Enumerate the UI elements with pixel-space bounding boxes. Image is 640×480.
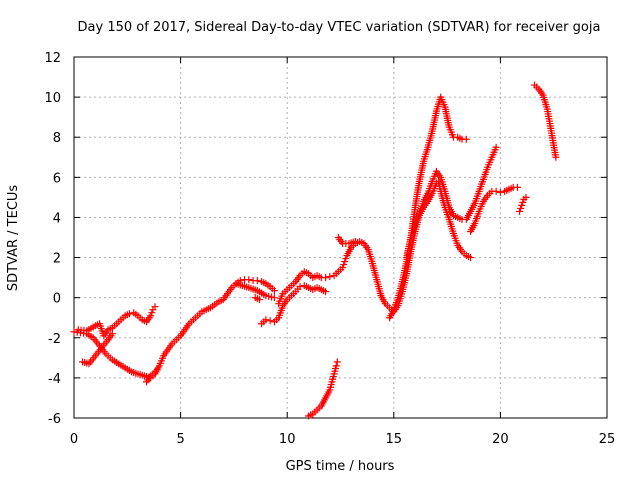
data-point bbox=[340, 261, 348, 269]
data-point bbox=[148, 309, 156, 317]
data-point bbox=[322, 274, 330, 282]
data-point bbox=[332, 362, 340, 370]
data-point bbox=[270, 294, 278, 302]
x-tick-label: 20 bbox=[492, 432, 509, 447]
data-point bbox=[341, 258, 349, 266]
data-point bbox=[153, 366, 161, 374]
x-tick-label: 0 bbox=[70, 432, 78, 447]
series-track-10 bbox=[334, 234, 359, 248]
data-point bbox=[245, 276, 253, 284]
series-track-5 bbox=[232, 280, 278, 302]
data-point bbox=[552, 153, 560, 161]
grid-lines bbox=[74, 57, 607, 418]
y-tick-label: 2 bbox=[53, 252, 61, 267]
data-point bbox=[125, 310, 133, 318]
data-point bbox=[339, 264, 347, 272]
data-point bbox=[513, 183, 521, 191]
data-point bbox=[522, 193, 530, 201]
axis-ticks bbox=[73, 56, 608, 419]
data-point bbox=[296, 283, 304, 291]
data-point bbox=[467, 254, 475, 262]
data-point bbox=[253, 277, 261, 285]
data-point bbox=[519, 198, 527, 206]
x-tick-labels: 0 5 10 15 20 25 bbox=[70, 432, 615, 447]
y-tick-label: 6 bbox=[53, 171, 61, 186]
x-axis-label: GPS time / hours bbox=[286, 459, 395, 474]
data-point bbox=[108, 330, 116, 338]
series-track-11 bbox=[386, 93, 470, 322]
x-tick-label: 10 bbox=[279, 432, 296, 447]
data-point bbox=[322, 288, 330, 296]
y-tick-label: 12 bbox=[44, 51, 61, 66]
data-point bbox=[517, 204, 525, 212]
data-point bbox=[351, 238, 359, 246]
data-point bbox=[516, 207, 524, 215]
data-point bbox=[255, 296, 263, 304]
data-point bbox=[151, 303, 159, 311]
y-axis-label: SDTVAR / TECUs bbox=[6, 185, 21, 292]
data-point bbox=[518, 201, 526, 209]
series-track-7 bbox=[258, 282, 330, 328]
series-track-6 bbox=[251, 294, 263, 304]
y-tick-label: -6 bbox=[48, 412, 61, 427]
data-point bbox=[492, 187, 500, 195]
plot-area-frame bbox=[73, 56, 608, 419]
x-tick-label: 15 bbox=[386, 432, 403, 447]
y-tick-label: -2 bbox=[48, 332, 61, 347]
data-point bbox=[492, 143, 500, 151]
data-point bbox=[266, 317, 274, 325]
y-tick-labels: -6 -4 -2 0 2 4 6 8 10 12 bbox=[44, 51, 61, 427]
series-track-12 bbox=[403, 143, 500, 262]
series-track-4 bbox=[142, 366, 161, 386]
data-point bbox=[342, 255, 350, 263]
x-tick-label: 25 bbox=[599, 432, 616, 447]
series-track-3 bbox=[79, 330, 116, 368]
y-tick-label: 0 bbox=[53, 292, 61, 307]
data-point bbox=[462, 135, 470, 143]
series-track-13 bbox=[467, 183, 521, 235]
y-tick-label: -4 bbox=[48, 372, 61, 387]
series-track-2 bbox=[74, 303, 159, 340]
chart-title: Day 150 of 2017, Sidereal Day-to-day VTE… bbox=[78, 20, 601, 35]
data-point bbox=[147, 312, 155, 320]
y-tick-label: 8 bbox=[53, 131, 61, 146]
data-point bbox=[270, 287, 278, 295]
data-point bbox=[262, 316, 270, 324]
data-point bbox=[333, 358, 341, 366]
y-tick-label: 10 bbox=[44, 91, 61, 106]
data-markers bbox=[70, 81, 560, 420]
series-track-9 bbox=[305, 358, 341, 420]
series-track-14 bbox=[516, 193, 530, 215]
y-tick-label: 4 bbox=[53, 211, 61, 226]
series-track-15 bbox=[531, 81, 560, 161]
data-point bbox=[496, 188, 504, 196]
data-point bbox=[326, 273, 334, 281]
x-tick-label: 5 bbox=[176, 432, 184, 447]
